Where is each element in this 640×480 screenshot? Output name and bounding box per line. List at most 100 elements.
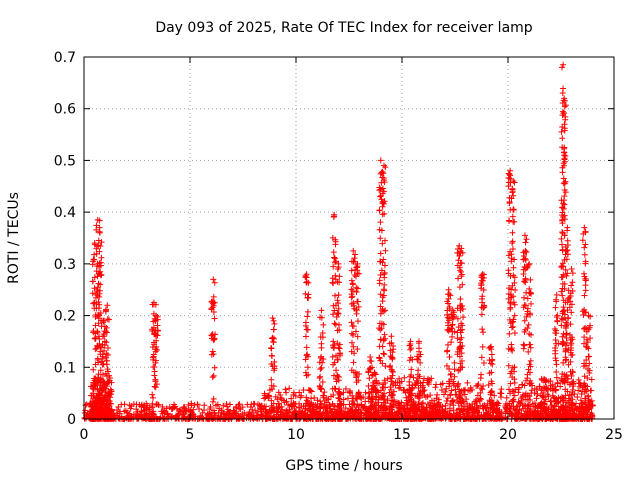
data-point	[365, 368, 372, 375]
data-point	[559, 407, 566, 414]
data-point	[210, 372, 217, 379]
data-point	[568, 413, 575, 420]
data-point	[377, 219, 384, 226]
data-point	[152, 357, 159, 364]
data-point	[511, 179, 518, 186]
data-point	[479, 271, 486, 278]
data-point	[554, 379, 561, 386]
data-point	[521, 317, 528, 324]
data-point	[331, 254, 338, 261]
data-point	[133, 406, 140, 413]
data-point	[266, 407, 273, 414]
data-point	[410, 410, 417, 417]
data-point	[329, 353, 336, 360]
data-point	[447, 292, 454, 299]
data-point	[563, 372, 570, 379]
data-point	[159, 403, 166, 410]
data-point	[560, 61, 567, 68]
data-point	[569, 287, 576, 294]
data-point	[574, 393, 581, 400]
data-point	[542, 406, 549, 413]
data-point	[505, 295, 512, 302]
data-point	[330, 338, 337, 345]
data-point	[507, 390, 514, 397]
data-point	[348, 258, 355, 265]
data-point	[576, 383, 583, 390]
data-point	[445, 300, 452, 307]
data-point	[268, 352, 275, 359]
data-point	[91, 403, 98, 410]
data-point	[514, 412, 521, 419]
data-point	[582, 260, 589, 267]
data-point	[218, 409, 225, 416]
data-point	[330, 280, 337, 287]
data-point	[587, 387, 594, 394]
data-point	[569, 386, 576, 393]
data-point	[464, 379, 471, 386]
data-point	[427, 399, 434, 406]
data-point	[569, 270, 576, 277]
data-point	[560, 200, 567, 207]
data-point	[406, 357, 413, 364]
data-point	[512, 407, 519, 414]
data-point	[320, 404, 327, 411]
data-point	[333, 367, 340, 374]
data-point	[247, 404, 254, 411]
data-point	[534, 411, 541, 418]
data-point	[335, 321, 342, 328]
data-point	[304, 411, 311, 418]
data-point	[531, 390, 538, 397]
data-point	[389, 349, 396, 356]
data-point	[470, 406, 477, 413]
data-point	[91, 274, 98, 281]
data-point	[337, 405, 344, 412]
data-point	[368, 404, 375, 411]
data-point	[337, 391, 344, 398]
data-point	[353, 310, 360, 317]
data-point	[524, 264, 531, 271]
data-point	[270, 339, 277, 346]
data-point	[572, 403, 579, 410]
data-point	[487, 398, 494, 405]
data-point	[560, 308, 567, 315]
data-point	[449, 321, 456, 328]
data-point	[346, 414, 353, 421]
data-point	[420, 379, 427, 386]
data-point	[406, 342, 413, 349]
data-point	[424, 393, 431, 400]
data-point	[526, 285, 533, 292]
data-point	[382, 380, 389, 387]
data-point	[375, 394, 382, 401]
data-point	[154, 327, 161, 334]
data-point	[103, 357, 110, 364]
data-point	[583, 343, 590, 350]
data-point	[581, 340, 588, 347]
data-point	[324, 407, 331, 414]
data-point	[583, 356, 590, 363]
data-point	[298, 392, 305, 399]
data-point	[149, 391, 156, 398]
data-point	[96, 229, 103, 236]
data-point	[380, 177, 387, 184]
data-point	[211, 414, 218, 421]
data-point	[522, 239, 529, 246]
data-point	[552, 345, 559, 352]
data-point	[436, 404, 443, 411]
data-point	[319, 378, 326, 385]
data-point	[332, 385, 339, 392]
data-point	[336, 391, 343, 398]
data-point	[508, 346, 515, 353]
data-point	[474, 407, 481, 414]
data-point	[520, 405, 527, 412]
data-point	[376, 277, 383, 284]
data-point	[447, 371, 454, 378]
data-point	[261, 395, 268, 402]
data-point	[348, 319, 355, 326]
data-point	[91, 251, 98, 258]
data-point	[588, 376, 595, 383]
data-point	[176, 406, 183, 413]
data-point	[525, 348, 532, 355]
data-point	[510, 206, 517, 213]
data-point	[348, 330, 355, 337]
data-point	[291, 403, 298, 410]
